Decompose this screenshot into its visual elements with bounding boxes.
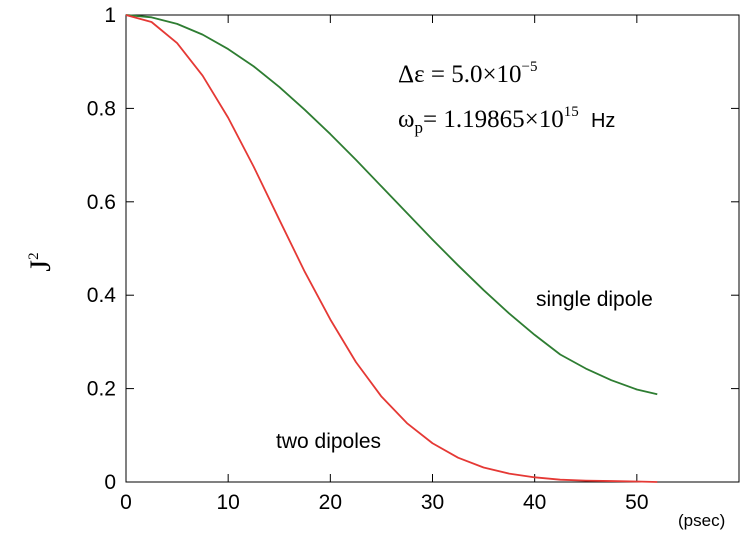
- delta-epsilon-times: ×: [482, 61, 496, 88]
- delta-epsilon-equals: =: [431, 61, 445, 88]
- ticks: [125, 14, 739, 483]
- delta-epsilon-value: 5.0: [451, 61, 482, 88]
- delta-epsilon-symbol: Δε: [398, 61, 425, 88]
- y-tick-label: 0.4: [87, 284, 117, 307]
- labels: 0 10 20 30 40 50 0 0.2 0.4 0.6 0.8 1 single dipole tw…: [87, 4, 653, 514]
- omega-times: ×: [525, 106, 539, 133]
- y-tick-label: 0.6: [87, 191, 116, 214]
- omega-equals: =: [423, 106, 437, 133]
- series-layer: [125, 14, 658, 483]
- x-tick-label: 30: [421, 491, 444, 514]
- x-tick-label: 50: [625, 491, 648, 514]
- y-tick-label: 0.8: [87, 97, 116, 120]
- delta-epsilon-base: 10: [497, 61, 522, 88]
- omega-base: 10: [539, 106, 564, 133]
- series-line-two-dipoles: [125, 14, 658, 483]
- y-axis-label-base: J: [24, 260, 57, 272]
- x-axis-unit-label: (psec): [678, 511, 725, 530]
- y-axis-label: J2: [24, 252, 57, 271]
- x-tick-label: 20: [319, 491, 342, 514]
- omega-subscript: p: [414, 118, 423, 137]
- omega-unit: Hz: [591, 110, 615, 132]
- x-tick-label: 0: [120, 491, 132, 514]
- x-tick-label: 40: [523, 491, 546, 514]
- y-tick-label: 1: [104, 4, 116, 27]
- delta-epsilon-annotation: Δε = 5.0×10−5: [398, 59, 538, 88]
- omega-p-annotation: ωp= 1.19865×1015 Hz: [398, 95, 615, 137]
- y-axis-label-sup: 2: [26, 252, 42, 260]
- y-tick-label: 0.2: [87, 378, 116, 401]
- series-label-two-dipoles: two dipoles: [276, 430, 381, 453]
- y-tick-label: 0: [104, 471, 116, 494]
- omega-exponent: 15: [564, 104, 579, 120]
- omega-symbol: ω: [398, 106, 414, 133]
- delta-epsilon-exponent: −5: [522, 59, 538, 75]
- omega-value: 1.19865: [443, 106, 524, 133]
- series-label-single-dipole: single dipole: [536, 288, 653, 311]
- series-line-single-dipole: [125, 14, 658, 396]
- x-tick-label: 10: [216, 491, 239, 514]
